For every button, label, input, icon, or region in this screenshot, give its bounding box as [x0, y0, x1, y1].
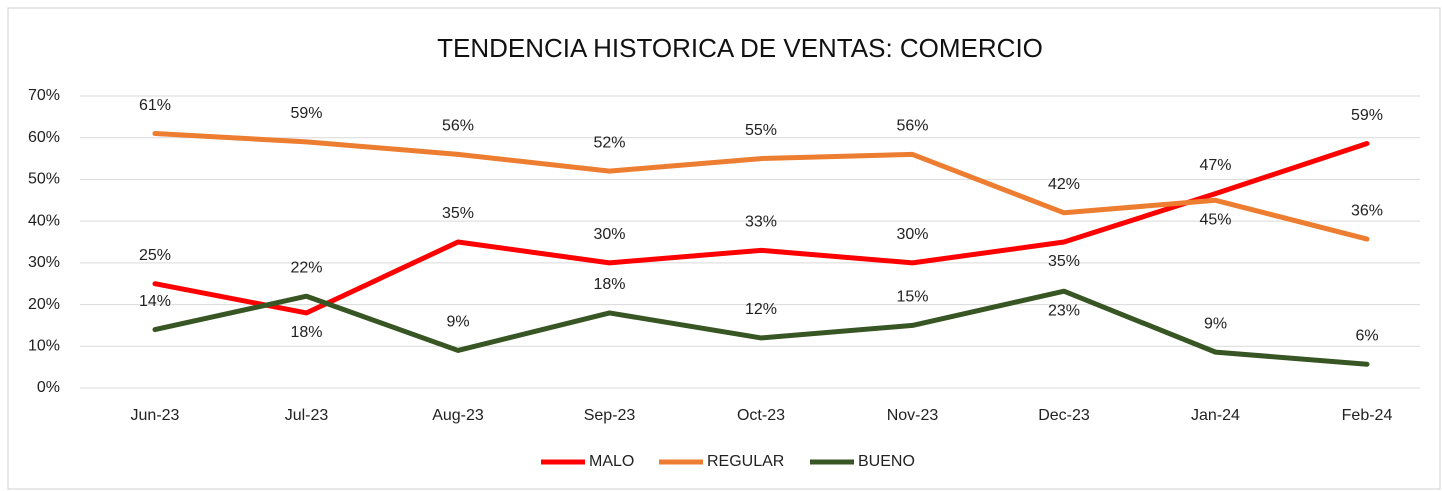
data-label: 30% [593, 226, 625, 243]
data-label: 9% [1204, 315, 1227, 332]
data-label: 55% [745, 122, 777, 139]
line-series [152, 131, 1370, 242]
legend-label: MALO [589, 453, 634, 470]
data-label: 30% [896, 226, 928, 243]
data-label: 14% [139, 293, 171, 310]
data-label: 56% [442, 118, 474, 135]
legend-label: REGULAR [707, 453, 784, 470]
chart-frame [7, 7, 1441, 490]
data-label: 23% [1048, 302, 1080, 319]
y-tick-label: 20% [28, 296, 60, 313]
y-tick-label: 0% [37, 379, 60, 396]
y-tick-label: 10% [28, 338, 60, 355]
data-label: 12% [745, 301, 777, 318]
x-tick-label: Aug-23 [432, 407, 484, 424]
data-label: 52% [593, 134, 625, 151]
line-series [152, 141, 1370, 316]
data-label: 45% [1199, 212, 1231, 229]
data-label: 22% [290, 259, 322, 276]
y-tick-label: 30% [28, 254, 60, 271]
x-tick-label: Sep-23 [584, 407, 636, 424]
data-label: 33% [745, 214, 777, 231]
x-tick-label: Oct-23 [737, 407, 785, 424]
x-tick-label: Jan-24 [1191, 407, 1240, 424]
data-label: 18% [290, 324, 322, 341]
data-label: 36% [1351, 202, 1383, 219]
line-series [152, 288, 1370, 367]
y-tick-label: 60% [28, 129, 60, 146]
data-label: 59% [1351, 107, 1383, 124]
x-tick-label: Feb-24 [1342, 407, 1393, 424]
x-tick-label: Jun-23 [131, 407, 180, 424]
data-label: 35% [1048, 253, 1080, 270]
data-label: 15% [896, 289, 928, 306]
x-tick-label: Dec-23 [1038, 407, 1090, 424]
y-tick-label: 70% [28, 87, 60, 104]
data-label: 18% [593, 276, 625, 293]
data-label: 9% [446, 314, 469, 331]
data-label: 47% [1199, 157, 1231, 174]
data-label: 42% [1048, 176, 1080, 193]
data-label: 59% [290, 105, 322, 122]
y-tick-label: 40% [28, 212, 60, 229]
data-label: 56% [896, 118, 928, 135]
x-tick-label: Nov-23 [887, 407, 939, 424]
data-label: 35% [442, 205, 474, 222]
y-tick-label: 50% [28, 171, 60, 188]
chart-title: TENDENCIA HISTORICA DE VENTAS: COMERCIO [437, 33, 1043, 63]
data-label: 6% [1355, 327, 1378, 344]
legend-label: BUENO [858, 453, 915, 470]
data-label: 61% [139, 97, 171, 114]
x-tick-label: Jul-23 [285, 407, 329, 424]
data-label: 25% [139, 247, 171, 264]
